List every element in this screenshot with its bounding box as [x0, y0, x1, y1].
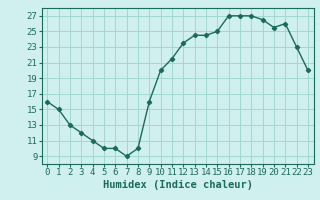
- X-axis label: Humidex (Indice chaleur): Humidex (Indice chaleur): [103, 180, 252, 190]
